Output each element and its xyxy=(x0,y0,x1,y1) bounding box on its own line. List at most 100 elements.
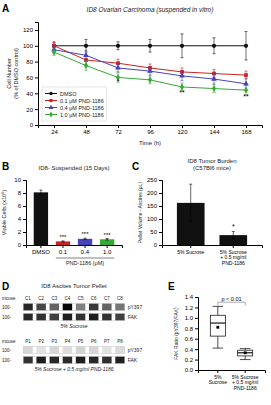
tick-mark xyxy=(245,370,246,373)
tick-label: 0.4 xyxy=(81,249,90,255)
tick-mark xyxy=(54,125,55,128)
axis-title: PND-1186 (μM) xyxy=(66,260,104,266)
tick-label: 250 xyxy=(147,177,158,183)
legend-marker xyxy=(49,105,54,109)
legend-item: 1.0 μM PND-1186 xyxy=(45,112,104,118)
axis-title: FAK Ratio (pY397/FAK) xyxy=(173,307,179,360)
y-tick: 0.4 xyxy=(185,347,198,353)
panel-label: B xyxy=(2,161,9,172)
y-tick: 40 xyxy=(26,91,38,97)
blot-row xyxy=(23,347,124,354)
marker xyxy=(52,49,56,56)
marker xyxy=(115,65,121,70)
y-label-group: Viable Cells (x10⁵) xyxy=(1,190,7,235)
whisker-cap xyxy=(240,348,251,349)
legend-label: 0.4 μM PND-1186 xyxy=(60,105,104,111)
row-label: pY397 xyxy=(128,347,143,353)
tick-mark xyxy=(150,125,151,128)
band xyxy=(36,314,45,321)
tick-mark xyxy=(23,180,26,181)
band xyxy=(36,304,45,311)
y-axis: 0246810 xyxy=(14,177,26,248)
y-tick: 4 xyxy=(18,216,26,222)
text-line: (C57Bl6 mice) xyxy=(193,165,231,171)
annotation: * xyxy=(232,223,235,230)
line xyxy=(54,46,246,75)
line xyxy=(54,50,246,84)
text-line: ID8 Ascites Tumor Pellet xyxy=(41,283,107,289)
tick-label: 100 xyxy=(147,216,158,222)
marker xyxy=(147,68,153,73)
error-bar xyxy=(85,61,88,71)
x-tick: 168 xyxy=(241,125,252,135)
row-label: pY397 xyxy=(128,304,143,310)
y-tick: 0.6 xyxy=(185,336,198,342)
tick-label: 120 xyxy=(23,27,34,33)
mw-label: 100- xyxy=(2,348,12,353)
box xyxy=(210,306,225,348)
tick-label: 80 xyxy=(26,59,33,65)
tick-label: 168 xyxy=(241,129,252,135)
band xyxy=(63,347,72,354)
tick-label: 0.1 xyxy=(59,249,68,255)
tick-mark xyxy=(159,219,162,220)
y-tick: 50 xyxy=(150,229,162,235)
axis-line xyxy=(23,181,27,246)
tick-label: 72 xyxy=(115,129,122,135)
sample-label: P7 xyxy=(104,339,110,344)
tick-label-line: 0.1 xyxy=(59,249,68,255)
error-bar xyxy=(213,85,216,93)
box-body xyxy=(210,315,225,336)
sample-label: C8 xyxy=(117,296,123,301)
band xyxy=(76,357,85,364)
band xyxy=(89,314,98,321)
band xyxy=(76,304,85,311)
band xyxy=(36,347,45,354)
x-tick: 1.0 xyxy=(103,245,112,255)
tick-label-line: 0.4 xyxy=(81,249,90,255)
panel-label: C xyxy=(132,161,139,172)
x-tick: 72 xyxy=(115,125,122,135)
error-bar xyxy=(149,39,152,52)
tick-label: 1.0 xyxy=(103,249,112,255)
band xyxy=(76,314,85,321)
tick-mark xyxy=(195,297,198,298)
tick-mark xyxy=(182,125,183,128)
text-line: (% of DMSO control) xyxy=(13,48,19,99)
x-tick: 5% Sucrose xyxy=(177,245,204,255)
legend-item: DMSO xyxy=(45,91,77,97)
error-bar xyxy=(213,38,216,54)
tick-label: 60 xyxy=(26,75,33,81)
tick-mark xyxy=(159,180,162,181)
plot-area xyxy=(51,32,249,95)
marker xyxy=(83,52,89,57)
tick-mark xyxy=(35,93,38,94)
axis-line xyxy=(27,246,123,249)
plot-area xyxy=(177,184,247,245)
tick-label: 120 xyxy=(177,129,188,135)
marker xyxy=(116,44,120,48)
tick-label: 1.4 xyxy=(185,294,194,300)
band xyxy=(23,357,32,364)
marker xyxy=(179,73,185,78)
blot-border xyxy=(23,304,124,311)
legend: DMSO0.1 μM PND-11860.4 μM PND-11861.0 μM… xyxy=(42,87,107,121)
legend-label: 1.0 μM PND-1186 xyxy=(60,112,104,118)
tick-mark xyxy=(195,349,198,350)
y-tick: 1.4 xyxy=(185,294,198,300)
tick-mark xyxy=(246,125,247,128)
x-tick: 144 xyxy=(209,125,220,135)
band xyxy=(115,304,124,311)
panel: DID8 Ascites Tumor PelletmouseC1C2C3C4C5… xyxy=(2,281,142,372)
marker xyxy=(148,44,152,48)
annotation: *** xyxy=(59,234,67,240)
y-tick: 0 xyxy=(30,122,38,128)
tick-label: 5%Sucrose xyxy=(209,374,228,386)
text-line: Pellet Volume - Ascites (μL) xyxy=(137,182,143,244)
axis-line xyxy=(195,298,199,371)
tick-label: 0 xyxy=(18,242,22,248)
tick-label: 200 xyxy=(147,190,158,196)
tick-label: 10 xyxy=(14,177,21,183)
error-bar xyxy=(245,32,248,61)
panel-label: D xyxy=(2,281,9,292)
